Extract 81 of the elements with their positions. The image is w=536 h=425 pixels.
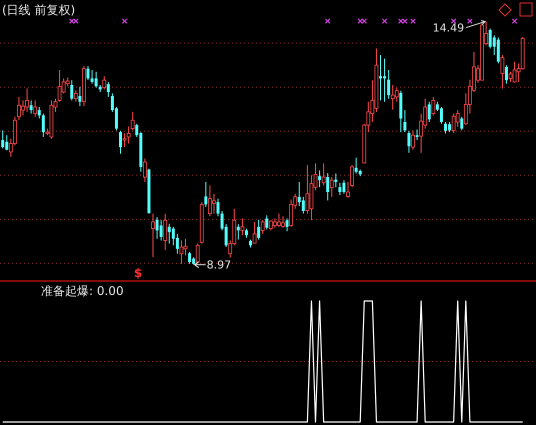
candlestick [244,228,248,238]
candlestick [156,216,159,240]
candlestick [448,122,452,133]
candlestick [5,134,8,151]
candlestick [298,181,301,207]
candlestick [252,221,256,244]
candlestick [394,87,399,102]
candlestick [512,61,516,84]
annotation: 8.97 [206,258,232,272]
candlestick [33,100,38,118]
candlestick [38,106,41,119]
candlestick [460,116,464,131]
candlestick [30,100,33,114]
candlestick [163,213,168,251]
candlestick [277,213,281,228]
candlestick [25,88,29,112]
candlestick [326,172,330,201]
candlestick [496,36,500,64]
candlestick [390,84,395,110]
candlestick [342,180,346,194]
candlestick [500,54,504,90]
candlestick [94,71,98,88]
candlestick [204,181,208,208]
candlestick [416,128,419,141]
candlestick [281,216,285,228]
candlestick [160,220,163,241]
candlestick [272,218,277,228]
candlestick [334,173,338,188]
candlestick [452,113,456,134]
candlestick [379,54,382,101]
candlestick [318,170,322,188]
candlestick [338,182,342,196]
candlestick [90,70,94,84]
candlestick [216,198,220,217]
candlestick [1,130,4,149]
candlestick [212,193,216,214]
candlestick [268,220,273,231]
candlestick [86,66,90,81]
candlestick [431,96,436,116]
candlestick [354,157,358,174]
candlestick [488,28,492,49]
candlestick [411,130,415,150]
candlestick [78,86,82,107]
candlestick [257,219,260,240]
candlestick [302,196,305,214]
candlestick [428,101,431,122]
candlestick [504,64,508,84]
candlestick [208,184,212,217]
candlestick [508,71,512,82]
candlestick [126,126,131,144]
candlestick [180,240,184,264]
candlestick [188,251,192,264]
candlestick [102,76,106,90]
candlestick [168,223,171,244]
candlestick [440,106,443,124]
candlestick [383,58,386,102]
chart-title: (日线 前复权) [2,3,76,17]
candlestick [106,81,110,98]
candlestick [74,90,78,102]
annotation: $ [134,266,142,280]
candlestick [407,130,410,154]
candlestick [130,111,135,131]
candlestick [172,226,175,246]
candlestick [322,162,326,186]
candlestick [444,122,448,134]
candlestick [42,113,45,138]
candlestick [286,218,289,232]
candlestick [151,213,155,258]
candlestick [265,214,268,230]
candlestick [240,218,244,236]
chart-title: 准备起爆: 0.00 [41,284,124,298]
candlestick [403,110,406,133]
candlestick [236,224,240,240]
candlestick [260,220,265,234]
candlestick [119,130,122,154]
candlestick [387,70,390,100]
annotation: 14.49 [432,21,464,34]
candlestick [142,158,147,182]
candlestick [70,80,74,101]
candlestick [330,176,334,198]
candlestick [456,110,460,128]
